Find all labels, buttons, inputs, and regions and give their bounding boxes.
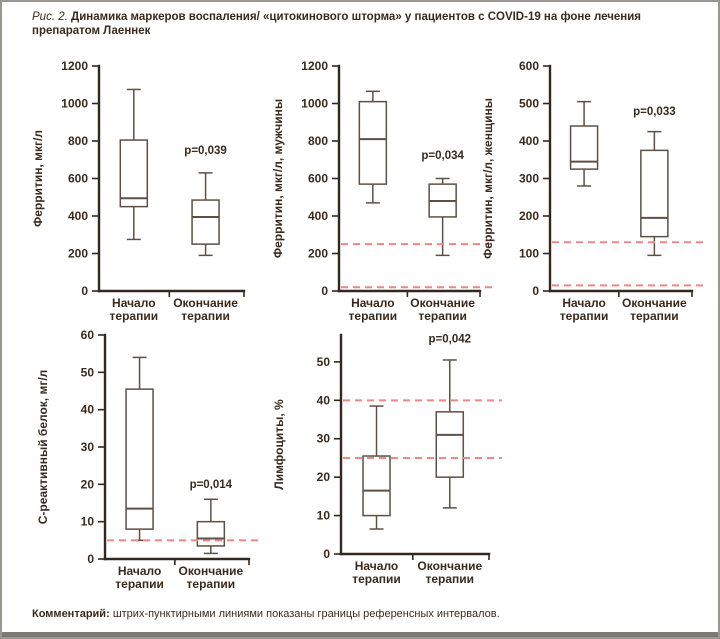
y-tick-label: 50 xyxy=(81,365,95,379)
p-value-label: p=0,042 xyxy=(429,334,472,346)
y-tick-label: 0 xyxy=(532,284,539,298)
category-label: Начало терапии xyxy=(110,296,159,323)
y-axis-title: С-реактивный белок, мг/л xyxy=(36,370,50,525)
chart-ferritin-men: Ферритин, мкг/л, мужчины 0 200 400 600 800 100… xyxy=(271,59,493,323)
y-tick-label: 0 xyxy=(81,284,88,298)
y-axis-title: Лимфоциты, % xyxy=(272,399,286,490)
category-label: Начало терапии xyxy=(352,559,401,586)
iqr-box xyxy=(569,125,599,170)
iqr-box xyxy=(362,455,391,517)
iqr-box xyxy=(358,100,388,185)
y-tick-label: 200 xyxy=(308,247,328,261)
y-tick-label: 30 xyxy=(81,440,95,454)
chart-ferritin-total: Ферритин, мкг/л 0 200 400 600 800 1000 1200 Нача… xyxy=(31,59,246,323)
y-tick-label: 100 xyxy=(519,247,539,261)
y-tick-label: 400 xyxy=(308,209,328,223)
iqr-box xyxy=(119,139,149,208)
category-label: Окончание терапии xyxy=(173,296,238,323)
bottom-bar xyxy=(2,632,718,637)
y-tick-label: 400 xyxy=(519,134,539,148)
category-label: Начало терапии xyxy=(115,564,164,591)
y-tick-label: 1200 xyxy=(61,59,88,73)
chart-crp: С-реактивный белок, мг/л 0 10 20 30 40 50 60 Нач… xyxy=(36,328,262,591)
y-tick-label: 400 xyxy=(68,209,88,223)
iqr-box xyxy=(125,388,154,530)
y-tick-label: 10 xyxy=(317,509,331,523)
y-tick-label: 40 xyxy=(317,393,331,407)
y-tick-label: 30 xyxy=(317,432,331,446)
y-tick-label: 600 xyxy=(519,59,539,73)
category-label: Начало терапии xyxy=(349,296,398,323)
category-label: Окончание терапии xyxy=(417,559,482,586)
iqr-box xyxy=(196,520,226,547)
y-axis-title: Ферритин, мкг/л xyxy=(31,130,45,227)
y-tick-label: 800 xyxy=(68,134,88,148)
iqr-box xyxy=(191,199,220,245)
figure-comment: Комментарий: штрих-пунктирными линиями п… xyxy=(32,608,500,620)
y-tick-label: 50 xyxy=(317,355,331,369)
y-tick-label: 300 xyxy=(519,172,539,186)
category-label: Окончание терапии xyxy=(410,296,475,323)
y-tick-label: 600 xyxy=(68,172,88,186)
y-tick-label: 1000 xyxy=(61,97,88,111)
y-tick-label: 500 xyxy=(519,97,539,111)
comment-text: штрих-пунктирными линиями показаны грани… xyxy=(112,608,500,620)
y-tick-label: 0 xyxy=(87,552,94,566)
category-label: Окончание терапии xyxy=(178,564,243,591)
y-tick-label: 20 xyxy=(317,470,331,484)
figure-number: Рис. 2. xyxy=(32,11,68,23)
category-label: Окончание терапии xyxy=(622,296,687,323)
y-tick-label: 1200 xyxy=(301,59,328,73)
figure-caption: Рис. 2. Динамика маркеров воспаления/ «ц… xyxy=(32,10,672,38)
category-label: Начало терапии xyxy=(560,296,609,323)
p-value-label: p=0,034 xyxy=(421,150,464,162)
iqr-box xyxy=(640,149,669,238)
y-tick-label: 1000 xyxy=(301,97,328,111)
iqr-box xyxy=(435,411,465,478)
p-value-label: p=0,033 xyxy=(633,106,676,118)
y-tick-label: 200 xyxy=(68,247,88,261)
y-tick-label: 600 xyxy=(308,172,328,186)
chart-ferritin-women: Ферритин, мкг/л, женщины 0 100 200 300 400 500… xyxy=(481,59,705,323)
p-value-label: p=0,039 xyxy=(184,145,227,157)
y-tick-label: 0 xyxy=(321,284,328,298)
y-tick-label: 20 xyxy=(81,477,95,491)
chart-lymphocytes: Лимфоциты, % 0 10 20 30 40 50 Начало терапии Окон… xyxy=(272,334,502,586)
y-axis-title: Ферритин, мкг/л, мужчины xyxy=(271,99,285,258)
y-tick-label: 40 xyxy=(81,403,95,417)
p-value-label: p=0,014 xyxy=(190,479,233,491)
y-tick-label: 10 xyxy=(81,515,95,529)
y-tick-label: 200 xyxy=(519,209,539,223)
y-tick-label: 0 xyxy=(323,547,330,561)
y-axis-title: Ферритин, мкг/л, женщины xyxy=(481,98,495,259)
comment-label: Комментарий: xyxy=(32,608,110,620)
y-tick-label: 800 xyxy=(308,134,328,148)
y-tick-label: 60 xyxy=(81,328,95,342)
figure-title-text: Динамика маркеров воспаления/ «цитокинов… xyxy=(32,11,642,37)
